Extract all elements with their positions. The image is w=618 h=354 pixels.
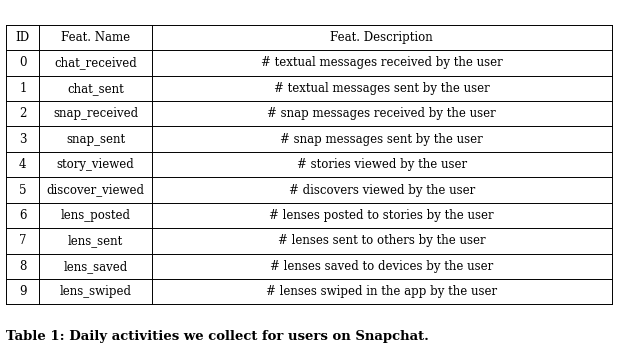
Text: lens_posted: lens_posted (61, 209, 130, 222)
Text: # lenses saved to devices by the user: # lenses saved to devices by the user (270, 260, 493, 273)
Text: snap_received: snap_received (53, 107, 138, 120)
Text: 8: 8 (19, 260, 27, 273)
Text: 7: 7 (19, 234, 27, 247)
Text: # textual messages sent by the user: # textual messages sent by the user (274, 82, 489, 95)
Text: snap_sent: snap_sent (66, 133, 125, 146)
Text: 5: 5 (19, 183, 27, 196)
Text: # snap messages sent by the user: # snap messages sent by the user (281, 133, 483, 146)
Text: 9: 9 (19, 285, 27, 298)
Text: Table 1: Daily activities we collect for users on Snapchat.: Table 1: Daily activities we collect for… (6, 330, 429, 343)
Text: chat_sent: chat_sent (67, 82, 124, 95)
Text: # lenses swiped in the app by the user: # lenses swiped in the app by the user (266, 285, 497, 298)
Text: 2: 2 (19, 107, 27, 120)
Text: Feat. Description: Feat. Description (330, 31, 433, 44)
Text: 4: 4 (19, 158, 27, 171)
Text: lens_swiped: lens_swiped (59, 285, 132, 298)
Text: 6: 6 (19, 209, 27, 222)
Text: ID: ID (16, 31, 30, 44)
Text: 3: 3 (19, 133, 27, 146)
Text: # lenses sent to others by the user: # lenses sent to others by the user (278, 234, 486, 247)
Text: lens_sent: lens_sent (68, 234, 123, 247)
Text: chat_received: chat_received (54, 56, 137, 69)
Text: # stories viewed by the user: # stories viewed by the user (297, 158, 467, 171)
Text: # snap messages received by the user: # snap messages received by the user (268, 107, 496, 120)
Text: # textual messages received by the user: # textual messages received by the user (261, 56, 502, 69)
Text: story_viewed: story_viewed (57, 158, 134, 171)
Text: lens_saved: lens_saved (64, 260, 128, 273)
Text: # discovers viewed by the user: # discovers viewed by the user (289, 183, 475, 196)
Text: 0: 0 (19, 56, 27, 69)
Text: # lenses posted to stories by the user: # lenses posted to stories by the user (269, 209, 494, 222)
Text: 1: 1 (19, 82, 27, 95)
Text: Feat. Name: Feat. Name (61, 31, 130, 44)
Text: discover_viewed: discover_viewed (46, 183, 145, 196)
